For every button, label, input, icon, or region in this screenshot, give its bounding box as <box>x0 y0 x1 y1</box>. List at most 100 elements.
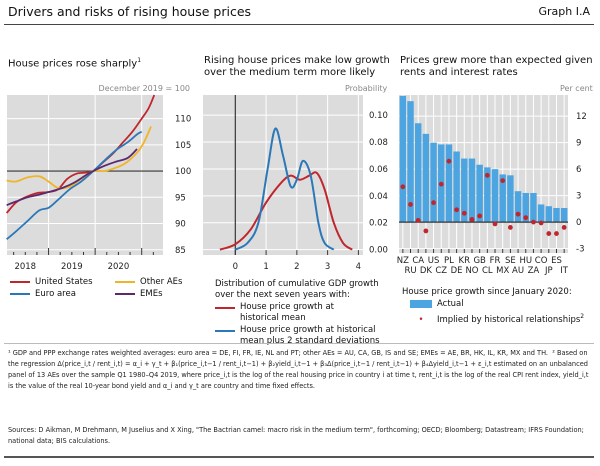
panel2-title: Rising house prices make low growth over… <box>204 55 390 78</box>
dot-US <box>431 200 436 206</box>
dot-AU <box>515 211 521 217</box>
x-tick-label: KR <box>459 256 471 266</box>
legend-swatch-red <box>215 307 235 309</box>
dot-JP <box>546 231 552 236</box>
panel3-legend-title: House price growth since January 2020: <box>402 287 572 297</box>
x-tick-label: NZ <box>397 256 409 266</box>
x-tick-label: 2020 <box>108 262 130 272</box>
bar-DK <box>422 133 430 223</box>
legend-us: United States <box>10 277 105 288</box>
bar-NZ <box>399 95 407 223</box>
y-tick-label: 0.02 <box>369 219 388 229</box>
plot-area-2 <box>203 95 363 255</box>
x-tick-label: IT <box>560 266 569 276</box>
legend-swatch-other <box>115 280 135 283</box>
footnote-2: ² Based on the regression Δ(price_i,t / … <box>8 349 589 390</box>
x-tick-label: FR <box>490 256 501 266</box>
y-tick-label: 95 <box>175 193 186 203</box>
legend-dot: • <box>418 314 424 325</box>
y-tick-label: 0.00 <box>369 246 388 256</box>
bar-CA <box>414 123 422 223</box>
y-tick-label: 0 <box>576 218 581 228</box>
legend-eme: EMEs <box>115 289 200 300</box>
x-tick-label: AU <box>512 266 524 276</box>
dot-RU <box>408 202 413 207</box>
x-tick-label: NO <box>465 266 478 276</box>
bar-MX <box>499 174 506 223</box>
y-tick-label: 12 <box>576 112 587 122</box>
bar-ES <box>553 207 560 223</box>
y-tick-label: 90 <box>175 220 186 230</box>
top-rule <box>4 24 594 25</box>
dot-CZ <box>438 181 444 187</box>
y-tick-label: 110 <box>175 115 191 125</box>
bar-RU <box>407 101 414 223</box>
dot-SE <box>507 225 513 230</box>
bar-ZA <box>530 192 537 223</box>
dot-ZA <box>531 219 536 225</box>
x-tick-label: PL <box>444 256 454 266</box>
density-curve-euro <box>234 127 335 251</box>
bar-HU <box>522 192 529 223</box>
x-tick-label: DE <box>451 266 463 276</box>
x-tick-label: 3 <box>325 262 330 272</box>
x-tick-label: ES <box>551 256 562 266</box>
x-tick-label: CO <box>535 256 548 266</box>
legend-plus-2sd: House price growth at historical mean pl… <box>215 325 395 347</box>
bar-IT <box>560 207 568 223</box>
y-tick-label: 0.10 <box>369 111 388 121</box>
graph-id: Graph I.A <box>538 5 590 18</box>
x-tick-label: 1 <box>263 262 268 272</box>
bar-SE <box>507 175 514 223</box>
panel3-unit: Per cent <box>560 84 593 93</box>
dot-CL <box>484 172 490 178</box>
legend-other: Other AEs <box>115 277 200 288</box>
x-tick-label: 2018 <box>14 262 36 272</box>
dot-CO <box>538 220 544 226</box>
legend-swatch-blue <box>215 330 235 332</box>
legend-swatch-eme <box>115 292 135 295</box>
x-tick-label: 4 <box>356 262 361 272</box>
panel1-title: House prices rose sharply1 <box>8 57 142 70</box>
panel3-title: Prices grew more than expected given ren… <box>400 55 593 78</box>
x-tick-label: JP <box>544 266 553 276</box>
x-tick-label: 2 <box>294 262 299 272</box>
dot-NO <box>469 217 475 222</box>
y-tick-label: 85 <box>175 246 186 256</box>
y-tick-label: 0.04 <box>369 192 388 202</box>
y-tick-label: 0.06 <box>369 165 388 175</box>
bar-KR <box>461 158 468 223</box>
legend-swatch-euro <box>10 292 30 295</box>
bar-FR <box>491 169 499 223</box>
x-tick-label: GB <box>473 256 486 266</box>
panel2-legend-title: Distribution of cumulative GDP growth ov… <box>215 279 379 300</box>
legend-swatch-us <box>10 280 30 283</box>
bar-GB <box>476 164 483 223</box>
x-tick-label: CL <box>482 266 493 276</box>
sources: Sources: D Aikman, M Drehmann, M Juseliu… <box>8 426 584 445</box>
dot-HU <box>523 215 529 221</box>
x-tick-label: US <box>428 256 440 266</box>
dot-MX <box>500 178 506 184</box>
footnote-1: ¹ GDP and PPP exchange rates weighted av… <box>8 349 549 357</box>
dot-ES <box>554 231 559 236</box>
panel2-unit: Probability <box>345 84 388 93</box>
bottom-rule <box>4 456 594 458</box>
y-tick-label: 105 <box>175 141 191 151</box>
legend-historical-mean: House price growth at historical mean <box>215 302 395 324</box>
density-curve-us <box>219 171 353 251</box>
footnotes: ¹ GDP and PPP exchange rates weighted av… <box>8 348 590 392</box>
y-tick-label: 100 <box>175 167 191 177</box>
bar-DE <box>453 151 460 223</box>
dot-IT <box>561 225 567 230</box>
y-tick-label: -3 <box>576 245 584 255</box>
dot-DE <box>454 207 460 213</box>
legend-euro: Euro area <box>10 289 105 300</box>
legend-implied: • Implied by historical relationships2 <box>410 311 584 326</box>
series-line-us <box>5 94 156 214</box>
y-tick-label: 9 <box>576 139 581 149</box>
bar-PL <box>445 144 453 223</box>
series-line-eme <box>6 148 138 207</box>
legend-swatch-bar <box>410 299 432 308</box>
